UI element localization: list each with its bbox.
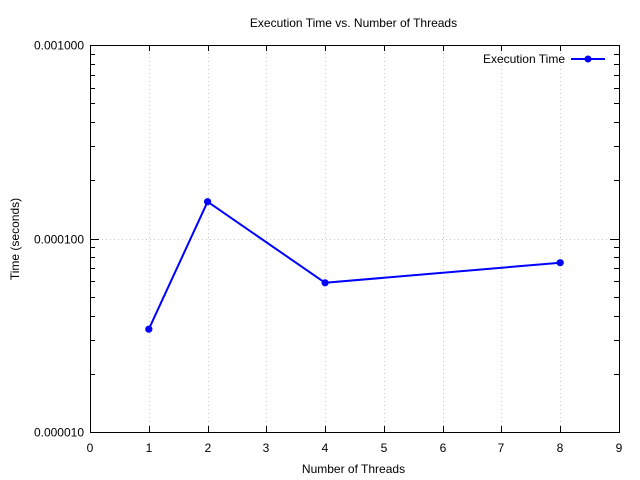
tick-labels: 0 1 2 3 4 5 6 7 8 9 0.001000 0.000100 0.000010 — [34, 39, 623, 456]
y-tick-label: 0.000010 — [34, 426, 84, 440]
chart-title: Execution Time vs. Number of Threads — [250, 16, 457, 30]
y-tick-label: 0.000100 — [34, 233, 84, 247]
x-tick-label: 4 — [322, 441, 329, 455]
x-tick-label: 6 — [440, 441, 447, 455]
grid-lines — [90, 45, 619, 432]
data-point — [145, 325, 153, 333]
legend-marker — [584, 55, 592, 63]
x-tick-label: 3 — [263, 441, 270, 455]
x-axis-title: Number of Threads — [302, 462, 405, 476]
x-tick-label: 2 — [205, 441, 212, 455]
legend: Execution Time — [483, 52, 605, 66]
data-point — [204, 198, 212, 206]
data-point — [321, 279, 329, 287]
data-point — [556, 259, 564, 267]
x-tick-label: 7 — [498, 441, 505, 455]
y-tick-label: 0.001000 — [34, 39, 84, 53]
x-tick-label: 1 — [146, 441, 153, 455]
y-axis-title: Time (seconds) — [8, 198, 22, 280]
x-tick-label: 0 — [87, 441, 94, 455]
x-tick-label: 8 — [557, 441, 564, 455]
x-tick-label: 9 — [616, 441, 623, 455]
x-tick-label: 5 — [381, 441, 388, 455]
plot-frame — [90, 45, 620, 433]
axis-ticks — [90, 45, 620, 433]
series-execution-time — [145, 198, 564, 333]
legend-label: Execution Time — [483, 52, 565, 66]
series-line — [147, 200, 561, 330]
